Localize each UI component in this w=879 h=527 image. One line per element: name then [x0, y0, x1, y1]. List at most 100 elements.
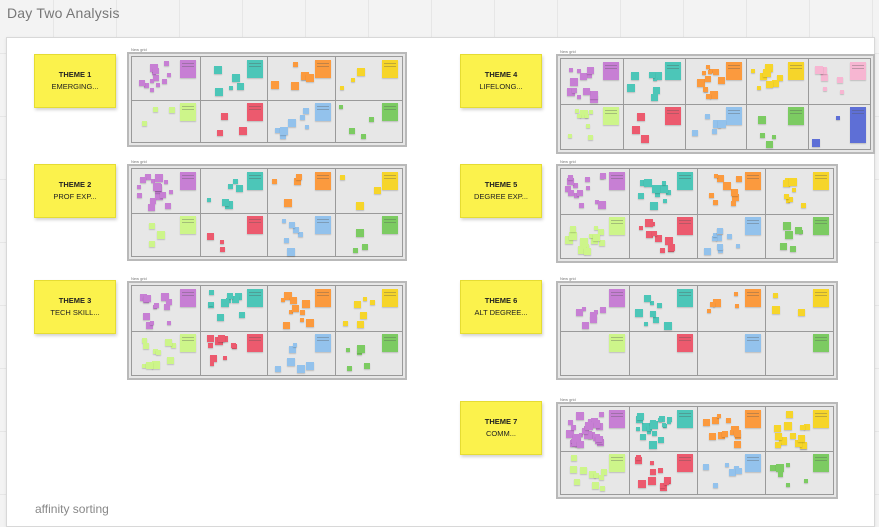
sticky-note[interactable]	[232, 178, 238, 184]
sticky-note[interactable]	[214, 88, 223, 97]
cell-header-note[interactable]	[788, 107, 805, 125]
cell-header-note[interactable]	[726, 62, 743, 80]
sticky-note[interactable]	[653, 72, 662, 80]
theme-6-sticky[interactable]: THEME 6 ALT DEGREE...	[460, 280, 542, 334]
sticky-note[interactable]	[235, 185, 243, 193]
sticky-note[interactable]	[579, 202, 585, 208]
sticky-note[interactable]	[644, 219, 653, 228]
sticky-note[interactable]	[148, 240, 155, 247]
sticky-note[interactable]	[587, 134, 593, 140]
sticky-note[interactable]	[293, 342, 298, 347]
sticky-note[interactable]	[751, 69, 756, 74]
sticky-note[interactable]	[598, 201, 607, 210]
sticky-note[interactable]	[213, 66, 222, 75]
sticky-note[interactable]	[352, 247, 358, 253]
sticky-note[interactable]	[171, 343, 177, 349]
sticky-note[interactable]	[566, 87, 575, 96]
sticky-note[interactable]	[712, 200, 718, 206]
cell-header-note[interactable]	[314, 289, 331, 307]
sticky-note[interactable]	[659, 416, 666, 423]
sticky-note[interactable]	[227, 293, 234, 300]
sticky-note[interactable]	[595, 435, 602, 442]
sticky-note[interactable]	[569, 232, 577, 241]
sticky-note[interactable]	[710, 91, 719, 100]
cell-header-note[interactable]	[813, 289, 829, 307]
cell-header-note[interactable]	[602, 107, 619, 125]
sticky-note[interactable]	[783, 422, 792, 431]
sticky-note[interactable]	[369, 116, 375, 122]
sticky-note[interactable]	[795, 439, 803, 447]
sticky-note[interactable]	[575, 412, 584, 421]
sticky-note[interactable]	[718, 431, 726, 439]
sticky-note[interactable]	[228, 184, 234, 190]
sticky-note[interactable]	[786, 411, 794, 419]
sticky-note[interactable]	[305, 362, 314, 370]
theme-1-sticky[interactable]: THEME 1 EMERGING...	[34, 54, 116, 108]
sticky-note[interactable]	[206, 334, 214, 342]
cell-header-note[interactable]	[664, 62, 681, 80]
sticky-note[interactable]	[730, 201, 736, 207]
sticky-note[interactable]	[662, 180, 667, 185]
sticky-note[interactable]	[641, 135, 650, 144]
sticky-note[interactable]	[209, 354, 217, 362]
sticky-note[interactable]	[238, 127, 247, 136]
sticky-note[interactable]	[286, 357, 295, 366]
sticky-note[interactable]	[216, 313, 224, 321]
cell-header-note[interactable]	[745, 453, 761, 472]
sticky-note[interactable]	[580, 237, 589, 246]
sticky-note[interactable]	[148, 222, 155, 229]
sticky-note[interactable]	[691, 130, 698, 137]
cell-header-note[interactable]	[247, 102, 263, 121]
sticky-note[interactable]	[144, 294, 152, 302]
sticky-note[interactable]	[770, 465, 777, 471]
sticky-note[interactable]	[599, 485, 605, 491]
sticky-note[interactable]	[650, 201, 659, 210]
cell-header-note[interactable]	[602, 62, 619, 80]
sticky-note[interactable]	[775, 433, 783, 441]
sticky-note[interactable]	[804, 479, 809, 484]
sticky-note[interactable]	[789, 246, 796, 253]
sticky-note[interactable]	[600, 469, 607, 476]
sticky-note[interactable]	[301, 299, 310, 308]
sticky-note[interactable]	[707, 70, 712, 75]
cell-header-note[interactable]	[745, 172, 761, 190]
sticky-note[interactable]	[299, 317, 304, 322]
sticky-note[interactable]	[587, 66, 595, 74]
sticky-note[interactable]	[722, 181, 731, 190]
sticky-note[interactable]	[306, 73, 315, 82]
sticky-note[interactable]	[154, 174, 163, 183]
sticky-note[interactable]	[237, 83, 245, 91]
sticky-note[interactable]	[775, 463, 784, 472]
sticky-note[interactable]	[725, 463, 730, 468]
sticky-note[interactable]	[725, 417, 731, 423]
sticky-note[interactable]	[772, 80, 780, 88]
sticky-note[interactable]	[576, 190, 583, 197]
sticky-note[interactable]	[734, 303, 739, 308]
sticky-note[interactable]	[717, 77, 725, 85]
sticky-note[interactable]	[717, 243, 724, 250]
sticky-note[interactable]	[797, 434, 805, 442]
cell-header-note[interactable]	[314, 333, 331, 352]
sticky-note[interactable]	[600, 173, 607, 180]
theme-3-grid[interactable]: New grid	[127, 276, 407, 380]
sticky-note[interactable]	[812, 139, 821, 148]
cell-header-note[interactable]	[609, 333, 625, 352]
cell-header-note[interactable]	[314, 215, 331, 234]
sticky-note[interactable]	[169, 190, 173, 195]
sticky-note[interactable]	[644, 322, 649, 327]
sticky-note[interactable]	[657, 302, 663, 308]
sticky-note[interactable]	[573, 192, 579, 198]
sticky-note[interactable]	[652, 184, 661, 193]
sticky-note[interactable]	[819, 67, 827, 75]
sticky-note[interactable]	[783, 179, 791, 187]
sticky-note[interactable]	[712, 236, 718, 242]
sticky-note[interactable]	[777, 472, 783, 478]
sticky-note[interactable]	[771, 135, 776, 140]
sticky-note[interactable]	[704, 113, 710, 119]
sticky-note[interactable]	[136, 184, 141, 189]
sticky-note[interactable]	[706, 309, 711, 314]
sticky-note[interactable]	[735, 176, 742, 183]
sticky-note[interactable]	[717, 227, 724, 234]
sticky-note[interactable]	[142, 120, 148, 126]
sticky-note[interactable]	[658, 437, 665, 444]
